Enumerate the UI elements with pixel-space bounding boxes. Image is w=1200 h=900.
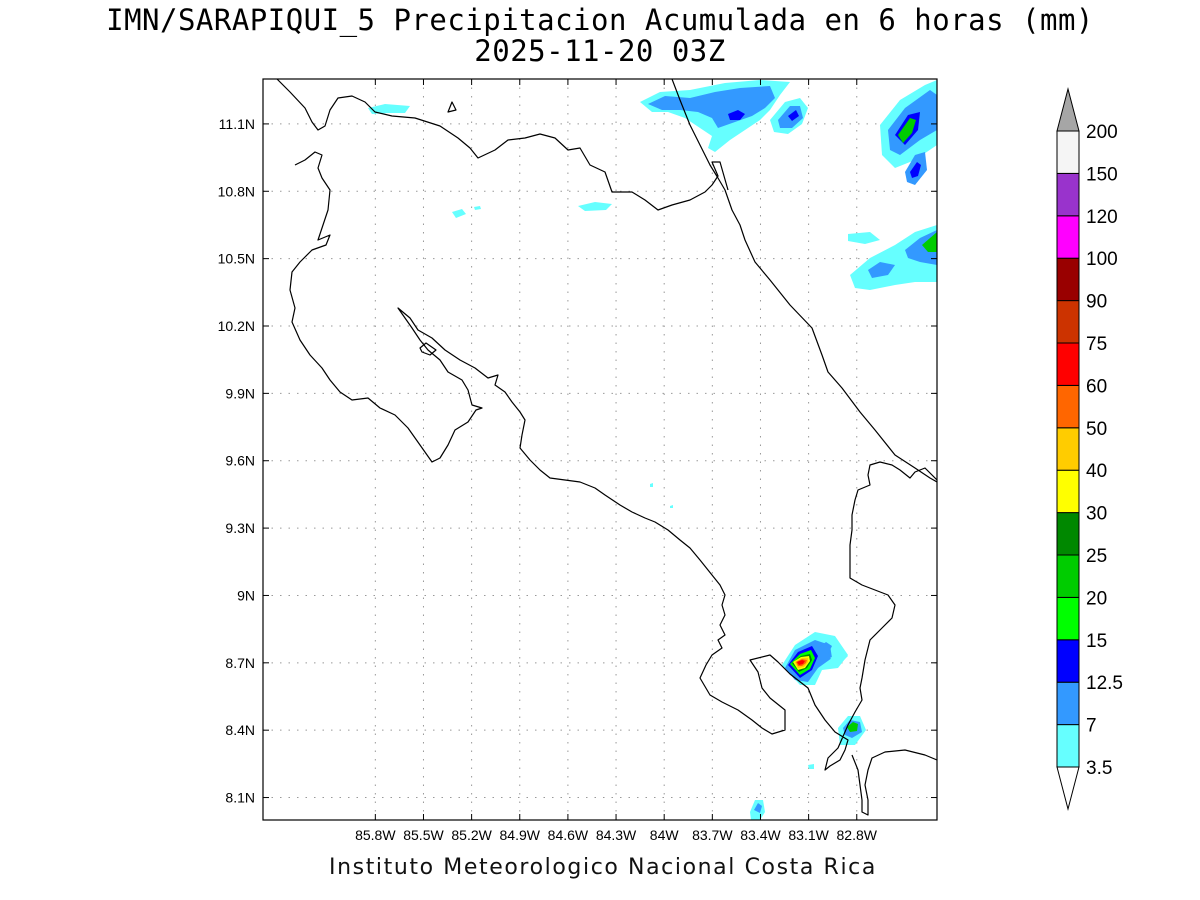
colorbar-level-label: 50 [1086, 419, 1107, 440]
lon-tick-label: 84.6W [548, 827, 589, 843]
colorbar-over-triangle [1056, 87, 1080, 132]
colorbar-swatch [1056, 257, 1080, 302]
axis-tick-labels: 11.1N 10.8N 10.5N 10.2N 9.9N 9.6N 9.3N 9N 8.7N 8.… [218, 79, 937, 843]
colorbar-swatch [1056, 554, 1080, 598]
nicaragua-caribbean-coast [671, 79, 719, 179]
precip-area-12-5 [818, 642, 832, 654]
colorbar-swatch [1056, 427, 1080, 471]
precip-area-7 [848, 232, 880, 244]
lake-nicaragua [447, 101, 457, 113]
precip-area-7 [808, 764, 814, 769]
colorbar-swatch [1056, 172, 1080, 217]
colorbar-swatch [1056, 342, 1080, 386]
colorbar-level-label: 120 [1086, 207, 1118, 228]
precip-area-7 [452, 209, 466, 218]
lon-tick-label: 84.3W [596, 827, 637, 843]
costa-rica-caribbean-coast [717, 177, 937, 483]
nicaragua-pacific-coast [276, 79, 729, 211]
costa-rica-pacific-coast [289, 151, 937, 771]
precip-area-12-5 [868, 262, 895, 278]
colorbar-swatch [1056, 300, 1080, 344]
precip-area-7 [670, 505, 673, 508]
colorbar-level-label: 7 [1086, 716, 1097, 737]
coastlines-and-borders [276, 79, 937, 816]
lat-tick-label: 8.1N [225, 790, 255, 806]
lon-tick-label: 82.8W [837, 827, 878, 843]
colorbar-swatch [1056, 384, 1080, 429]
colorbar-swatch [1056, 681, 1080, 726]
lat-tick-label: 10.5N [218, 251, 255, 267]
lat-tick-label: 10.8N [218, 183, 255, 199]
colorbar-level-label: 25 [1086, 546, 1107, 567]
chart-subtitle-datetime: 2025-11-20 03Z [474, 34, 726, 68]
precip-area-7 [368, 104, 410, 114]
colorbar-swatch [1056, 596, 1080, 641]
lat-tick-label: 9.6N [225, 453, 255, 469]
colorbar-legend: 3.5 7 12.5 15 20 25 30 40 50 60 75 90 100 120 150 200 [1056, 87, 1123, 811]
colorbar-level-label: 200 [1086, 122, 1118, 143]
lon-tick-label: 85.8W [355, 827, 396, 843]
precip-area-7 [474, 206, 481, 210]
colorbar-level-label: 60 [1086, 376, 1107, 397]
precip-area-12-5 [648, 86, 775, 128]
colorbar-level-label: 20 [1086, 588, 1107, 609]
colorbar-swatch [1056, 639, 1080, 683]
colorbar-level-label: 90 [1086, 292, 1107, 313]
footer-credit: Instituto Meteorologico Nacional Costa R… [329, 855, 877, 880]
colorbar-swatch [1056, 512, 1080, 556]
colorbar-level-label: 30 [1086, 504, 1107, 525]
lat-tick-label: 9.9N [225, 385, 255, 401]
map-background [263, 79, 937, 820]
precip-area-20 [847, 722, 858, 732]
colorbar-level-label: 40 [1086, 461, 1107, 482]
colorbar-level-label: 150 [1086, 164, 1118, 185]
colorbar-swatch [1056, 469, 1080, 514]
precip-area-12-5 [754, 803, 762, 813]
precip-area-15 [910, 162, 921, 178]
lon-tick-label: 83.1W [788, 827, 829, 843]
precip-area-15 [728, 110, 745, 120]
lat-tick-label: 8.4N [225, 722, 255, 738]
lat-tick-label: 10.2N [218, 318, 255, 334]
colorbar-swatch [1056, 724, 1080, 768]
precip-area-7 [578, 202, 612, 211]
lon-tick-label: 84.9W [500, 827, 541, 843]
precip-area-12-5 [905, 230, 937, 265]
precip-area-20 [922, 232, 937, 252]
colorbar-under-triangle [1056, 766, 1080, 811]
panama-coast [851, 749, 937, 816]
colorbar-swatch [1056, 215, 1080, 259]
colorbar-swatch [1056, 130, 1080, 174]
lat-tick-label: 9N [237, 587, 255, 603]
colorbar-level-label: 100 [1086, 249, 1118, 270]
precip-area-7 [830, 652, 848, 664]
gulf-of-nicoya-island [419, 342, 437, 356]
precipitation-areas [368, 80, 937, 820]
precip-area-20 [898, 118, 916, 143]
colorbar-level-label: 15 [1086, 631, 1107, 652]
colorbar-level-label: 3.5 [1086, 758, 1112, 779]
chart-title: IMN/SARAPIQUI_5 Precipitacion Acumulada … [106, 3, 1094, 37]
precip-area-7 [650, 483, 653, 487]
precip-area-75 [797, 660, 805, 665]
lon-tick-label: 83.4W [740, 827, 781, 843]
lat-tick-label: 8.7N [225, 655, 255, 671]
map-frame [262, 78, 938, 821]
colorbar-level-label: 75 [1086, 334, 1107, 355]
precip-area-15 [788, 110, 799, 121]
lon-tick-label: 83.7W [692, 827, 733, 843]
lat-tick-label: 11.1N [219, 116, 255, 132]
lon-tick-label: 85.2W [451, 827, 492, 843]
lat-tick-label: 9.3N [225, 520, 255, 536]
lon-tick-label: 85.5W [403, 827, 444, 843]
colorbar-level-label: 12.5 [1086, 673, 1123, 694]
lon-tick-label: 84W [650, 827, 680, 843]
